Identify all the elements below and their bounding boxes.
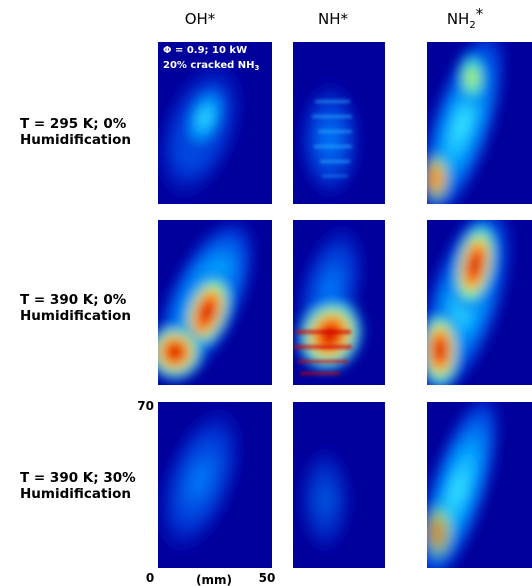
row-label: T = 295 K; 0%: [20, 116, 127, 132]
row-label: Humidification: [20, 486, 131, 502]
column-header: NH2*: [447, 5, 484, 31]
header-base: NH: [447, 10, 470, 28]
image-panel: [158, 402, 272, 568]
annotation: 20% cracked NH3: [163, 60, 260, 72]
image-panel: [427, 42, 532, 204]
column-header: OH*: [185, 10, 216, 28]
header-sup: *: [476, 5, 484, 23]
scale-tick: 0: [146, 571, 154, 585]
image-panel: [158, 220, 272, 385]
header-sub: 2: [469, 20, 475, 31]
annotation-sub: 3: [255, 64, 260, 72]
image-panel: [158, 42, 272, 204]
image-panel: [293, 42, 385, 204]
column-header: NH*: [318, 10, 349, 28]
scale-label: (mm): [196, 573, 232, 586]
annotation: Φ = 0.9; 10 kW: [163, 45, 247, 56]
image-panel: [427, 402, 532, 568]
image-panel: [293, 220, 385, 385]
row-label: Humidification: [20, 132, 131, 148]
row-label: Humidification: [20, 308, 131, 324]
row-label: T = 390 K; 0%: [20, 292, 127, 308]
annotation-base: 20% cracked NH: [163, 60, 255, 71]
scale-tick: 70: [137, 399, 154, 413]
row-label: T = 390 K; 30%: [20, 470, 136, 486]
image-panel: [427, 220, 532, 385]
image-panel: [293, 402, 385, 568]
scale-tick: 50: [259, 571, 276, 585]
